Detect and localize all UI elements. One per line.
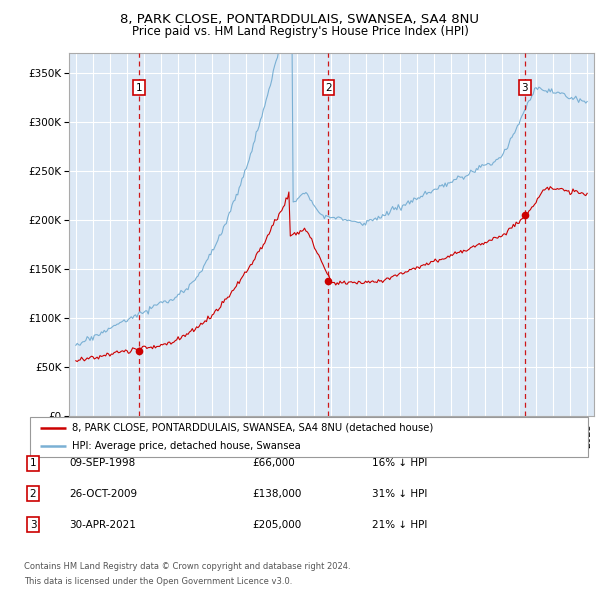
Text: Price paid vs. HM Land Registry's House Price Index (HPI): Price paid vs. HM Land Registry's House …: [131, 25, 469, 38]
Text: £205,000: £205,000: [252, 520, 301, 529]
Text: 8, PARK CLOSE, PONTARDDULAIS, SWANSEA, SA4 8NU (detached house): 8, PARK CLOSE, PONTARDDULAIS, SWANSEA, S…: [72, 423, 433, 433]
Text: 31% ↓ HPI: 31% ↓ HPI: [372, 489, 427, 499]
Text: 8, PARK CLOSE, PONTARDDULAIS, SWANSEA, SA4 8NU: 8, PARK CLOSE, PONTARDDULAIS, SWANSEA, S…: [121, 13, 479, 26]
Text: This data is licensed under the Open Government Licence v3.0.: This data is licensed under the Open Gov…: [24, 577, 292, 586]
Text: 1: 1: [136, 83, 142, 93]
Text: Contains HM Land Registry data © Crown copyright and database right 2024.: Contains HM Land Registry data © Crown c…: [24, 562, 350, 571]
Text: 26-OCT-2009: 26-OCT-2009: [69, 489, 137, 499]
Text: £66,000: £66,000: [252, 458, 295, 468]
Text: 16% ↓ HPI: 16% ↓ HPI: [372, 458, 427, 468]
Text: HPI: Average price, detached house, Swansea: HPI: Average price, detached house, Swan…: [72, 441, 301, 451]
Text: £138,000: £138,000: [252, 489, 301, 499]
FancyBboxPatch shape: [30, 417, 588, 457]
Text: 3: 3: [521, 83, 528, 93]
Text: 2: 2: [29, 489, 37, 499]
Text: 2: 2: [325, 83, 332, 93]
Text: 09-SEP-1998: 09-SEP-1998: [69, 458, 135, 468]
Text: 30-APR-2021: 30-APR-2021: [69, 520, 136, 529]
Text: 21% ↓ HPI: 21% ↓ HPI: [372, 520, 427, 529]
Text: 3: 3: [29, 520, 37, 529]
Text: 1: 1: [29, 458, 37, 468]
